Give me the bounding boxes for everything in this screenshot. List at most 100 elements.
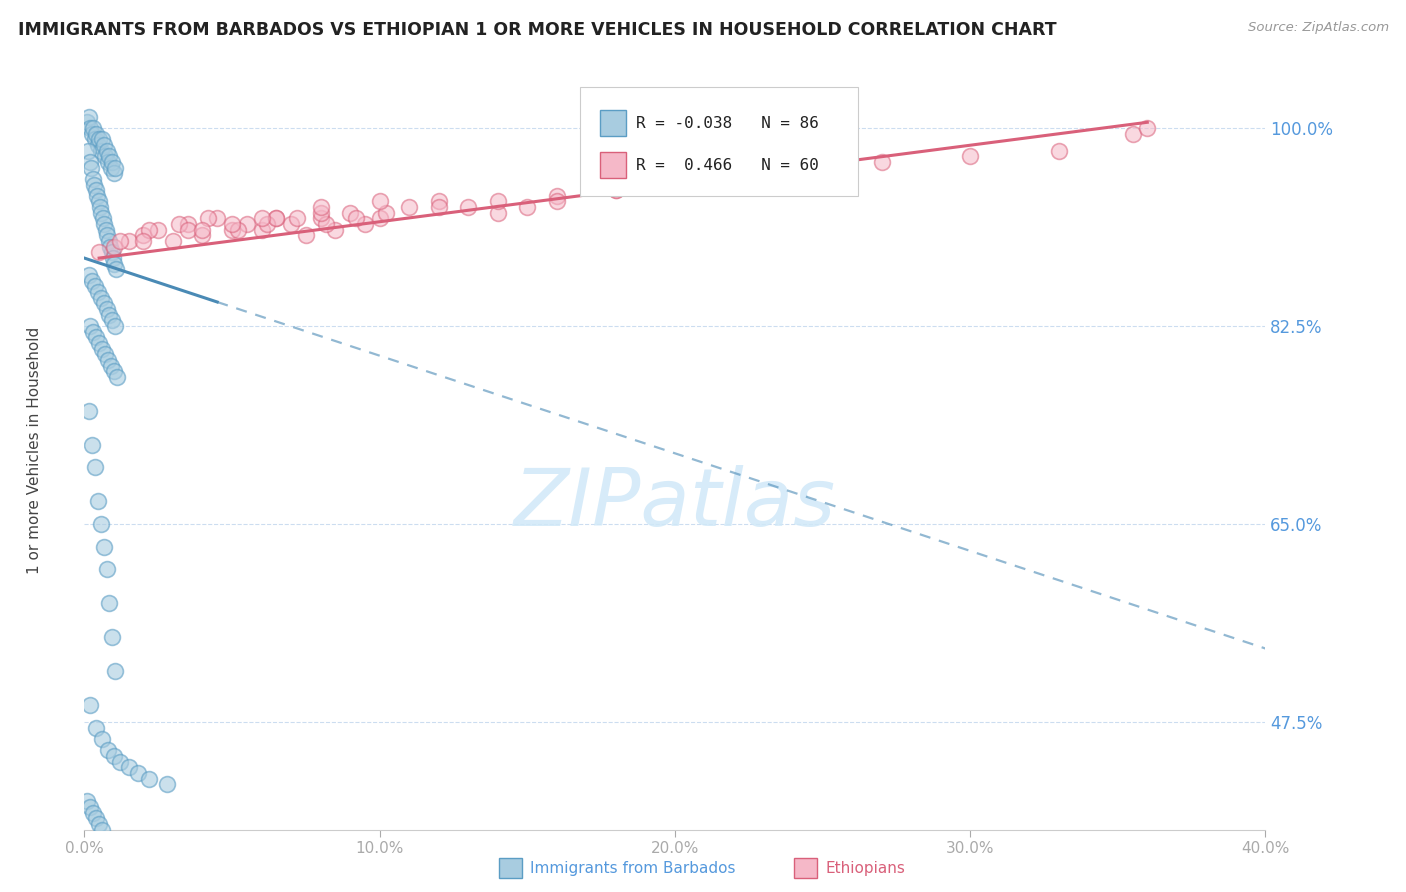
Point bbox=[427, 194, 450, 209]
Point bbox=[91, 732, 114, 747]
Point bbox=[236, 217, 259, 231]
Point bbox=[256, 217, 278, 231]
Point bbox=[280, 217, 302, 231]
Point bbox=[83, 279, 105, 293]
Point bbox=[87, 245, 111, 260]
Text: Ethiopians: Ethiopians bbox=[825, 862, 905, 876]
Point bbox=[79, 120, 101, 135]
Point bbox=[104, 161, 127, 175]
Point bbox=[457, 200, 479, 214]
Point bbox=[108, 234, 131, 248]
Point bbox=[89, 200, 111, 214]
Point bbox=[266, 211, 288, 226]
Point bbox=[86, 494, 108, 508]
Point bbox=[870, 154, 893, 169]
Point bbox=[83, 178, 105, 192]
Point bbox=[138, 772, 160, 786]
Point bbox=[103, 364, 125, 378]
Point bbox=[285, 211, 308, 226]
Point bbox=[87, 194, 110, 209]
Point bbox=[132, 228, 155, 243]
Point bbox=[104, 318, 127, 333]
Point bbox=[339, 206, 361, 220]
Point bbox=[86, 137, 108, 152]
Point bbox=[250, 223, 273, 237]
Point bbox=[77, 144, 100, 158]
Point bbox=[104, 664, 127, 678]
Point bbox=[101, 154, 124, 169]
Text: Source: ZipAtlas.com: Source: ZipAtlas.com bbox=[1249, 21, 1389, 35]
Point bbox=[811, 161, 834, 175]
Point bbox=[103, 257, 125, 271]
Point bbox=[76, 115, 98, 129]
Point bbox=[82, 120, 104, 135]
Point bbox=[486, 194, 509, 209]
Point bbox=[1047, 144, 1070, 158]
Point bbox=[427, 200, 450, 214]
Point bbox=[93, 540, 115, 554]
Point bbox=[156, 777, 179, 791]
Point bbox=[84, 721, 107, 735]
Point bbox=[344, 211, 367, 226]
Point bbox=[96, 301, 118, 316]
Point bbox=[83, 460, 105, 475]
Point bbox=[82, 325, 104, 339]
Point bbox=[87, 132, 111, 146]
Point bbox=[398, 200, 420, 214]
Point bbox=[325, 223, 347, 237]
Point bbox=[98, 308, 121, 322]
Point bbox=[97, 353, 120, 368]
Point bbox=[221, 223, 243, 237]
Point bbox=[96, 144, 118, 158]
Point bbox=[101, 313, 124, 327]
Point bbox=[79, 800, 101, 814]
Point bbox=[87, 335, 111, 350]
Point bbox=[103, 251, 125, 265]
Point bbox=[94, 149, 117, 163]
Text: IMMIGRANTS FROM BARBADOS VS ETHIOPIAN 1 OR MORE VEHICLES IN HOUSEHOLD CORRELATIO: IMMIGRANTS FROM BARBADOS VS ETHIOPIAN 1 … bbox=[18, 21, 1057, 39]
Point bbox=[84, 127, 107, 141]
Point bbox=[84, 330, 107, 344]
Point bbox=[250, 211, 273, 226]
Point bbox=[374, 206, 396, 220]
Point bbox=[98, 149, 121, 163]
Point bbox=[118, 234, 141, 248]
Point bbox=[191, 228, 214, 243]
Point bbox=[80, 161, 103, 175]
Point bbox=[84, 811, 107, 825]
Point bbox=[162, 234, 184, 248]
Point bbox=[516, 200, 538, 214]
Point bbox=[93, 296, 115, 310]
Point bbox=[138, 223, 160, 237]
Point bbox=[295, 228, 318, 243]
Point bbox=[93, 137, 115, 152]
Point bbox=[98, 596, 121, 610]
Point bbox=[86, 285, 108, 299]
Point bbox=[83, 132, 105, 146]
Text: ZIPatlas: ZIPatlas bbox=[513, 465, 837, 542]
Text: R =  0.466   N = 60: R = 0.466 N = 60 bbox=[636, 158, 818, 172]
Bar bbox=[600, 152, 627, 178]
Point bbox=[103, 749, 125, 764]
Point bbox=[368, 194, 391, 209]
Point bbox=[91, 211, 114, 226]
Point bbox=[87, 817, 111, 831]
Point bbox=[723, 166, 745, 180]
Bar bbox=[600, 110, 627, 136]
Point bbox=[221, 217, 243, 231]
Point bbox=[664, 178, 686, 192]
Point bbox=[959, 149, 981, 163]
Point bbox=[79, 154, 101, 169]
Point bbox=[98, 240, 121, 254]
Point bbox=[90, 516, 112, 531]
Point bbox=[91, 342, 114, 356]
Text: 1 or more Vehicles in Household: 1 or more Vehicles in Household bbox=[27, 326, 42, 574]
Point bbox=[309, 200, 332, 214]
Point bbox=[108, 755, 131, 769]
Point bbox=[105, 262, 128, 277]
Point bbox=[177, 217, 200, 231]
Text: Immigrants from Barbados: Immigrants from Barbados bbox=[530, 862, 735, 876]
Point bbox=[315, 217, 337, 231]
Point bbox=[77, 404, 100, 418]
Point bbox=[93, 217, 115, 231]
